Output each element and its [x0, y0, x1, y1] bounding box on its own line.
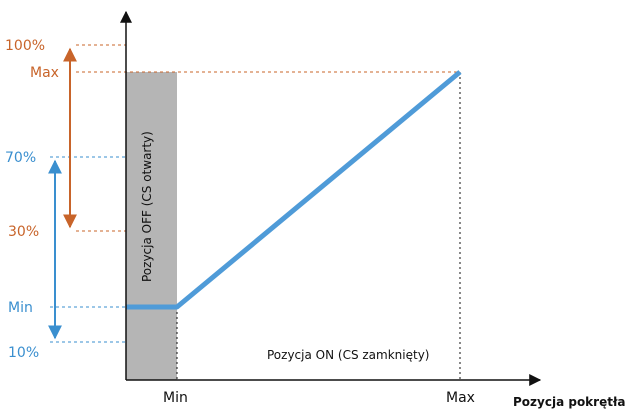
y-label-30: 30%: [8, 224, 39, 240]
y-label-70: 70%: [5, 150, 36, 166]
y-label-max: Max: [30, 65, 59, 81]
x-axis-title: Pozycja pokrętła: [513, 395, 626, 409]
y-label-min: Min: [8, 300, 33, 316]
characteristic-line: [126, 70, 462, 310]
x-tick-max: Max: [446, 390, 475, 406]
off-zone: [126, 72, 177, 380]
x-tick-min: Min: [163, 390, 188, 406]
off-zone-label: Pozycja OFF (CS otwarty): [140, 131, 154, 282]
y-label-10: 10%: [8, 345, 39, 361]
on-zone-label: Pozycja ON (CS zamknięty): [267, 348, 429, 362]
y-label-100: 100%: [5, 38, 45, 54]
